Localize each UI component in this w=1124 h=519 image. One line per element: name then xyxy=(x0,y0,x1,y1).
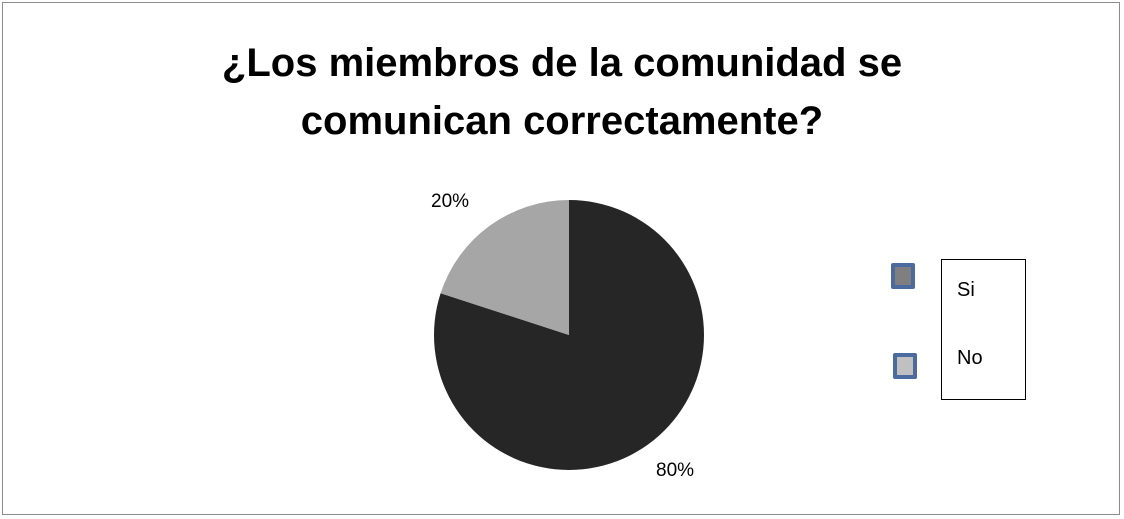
legend: Si No xyxy=(941,259,1026,400)
legend-swatch-no xyxy=(893,353,917,379)
chart-title: ¿Los miembros de la comunidad se comunic… xyxy=(0,34,1124,150)
legend-swatch-si xyxy=(891,263,915,289)
legend-label-si: Si xyxy=(957,279,975,301)
pie-slice-no xyxy=(440,200,569,335)
slice-label-si: 80% xyxy=(656,460,695,481)
chart-title-line-2: comunican correctamente? xyxy=(300,99,824,143)
chart-title-line-1: ¿Los miembros de la comunidad se xyxy=(221,41,903,85)
legend-label-no: No xyxy=(957,347,983,369)
slice-label-no: 20% xyxy=(431,191,470,212)
